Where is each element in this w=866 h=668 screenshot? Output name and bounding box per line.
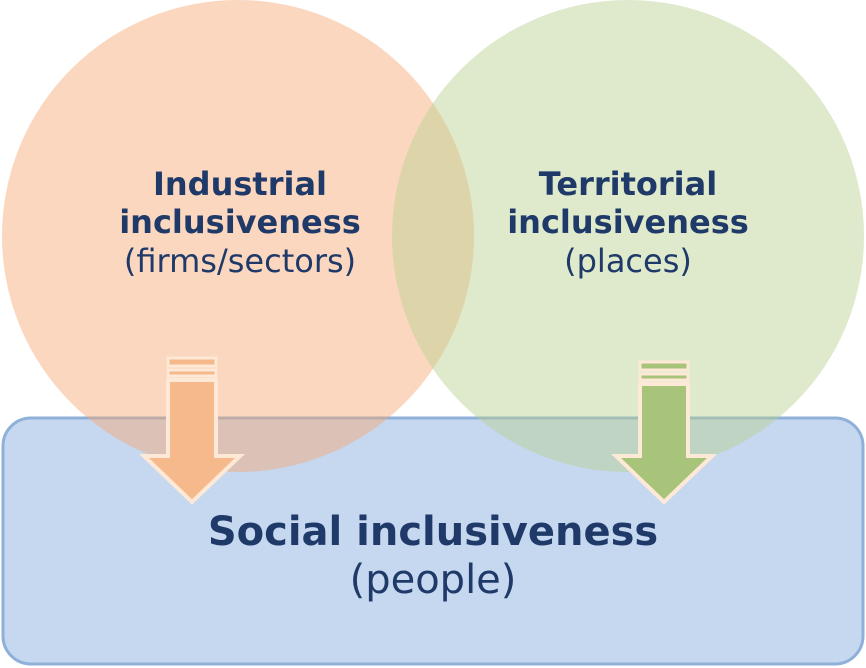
industrial-inclusiveness-label: Industrial inclusiveness (firms/sectors) [60,165,420,280]
industrial-title-line2: inclusiveness [119,203,361,242]
territorial-circle [392,0,864,472]
industrial-title-line1: Industrial [152,165,328,203]
social-subtitle: (people) [349,557,517,603]
industrial-subtitle: (firms/sectors) [123,241,357,280]
arrow-down-icon-industrial [139,356,245,505]
arrow-down-icon-territorial [611,360,717,505]
territorial-subtitle: (places) [564,241,692,280]
territorial-title-line1: Territorial [538,165,718,203]
territorial-title-line2: inclusiveness [507,203,749,242]
social-title: Social inclusiveness [207,509,659,555]
social-inclusiveness-label: Social inclusiveness (people) [133,508,733,604]
territorial-inclusiveness-label: Territorial inclusiveness (places) [448,165,808,280]
industrial-circle [2,0,474,472]
